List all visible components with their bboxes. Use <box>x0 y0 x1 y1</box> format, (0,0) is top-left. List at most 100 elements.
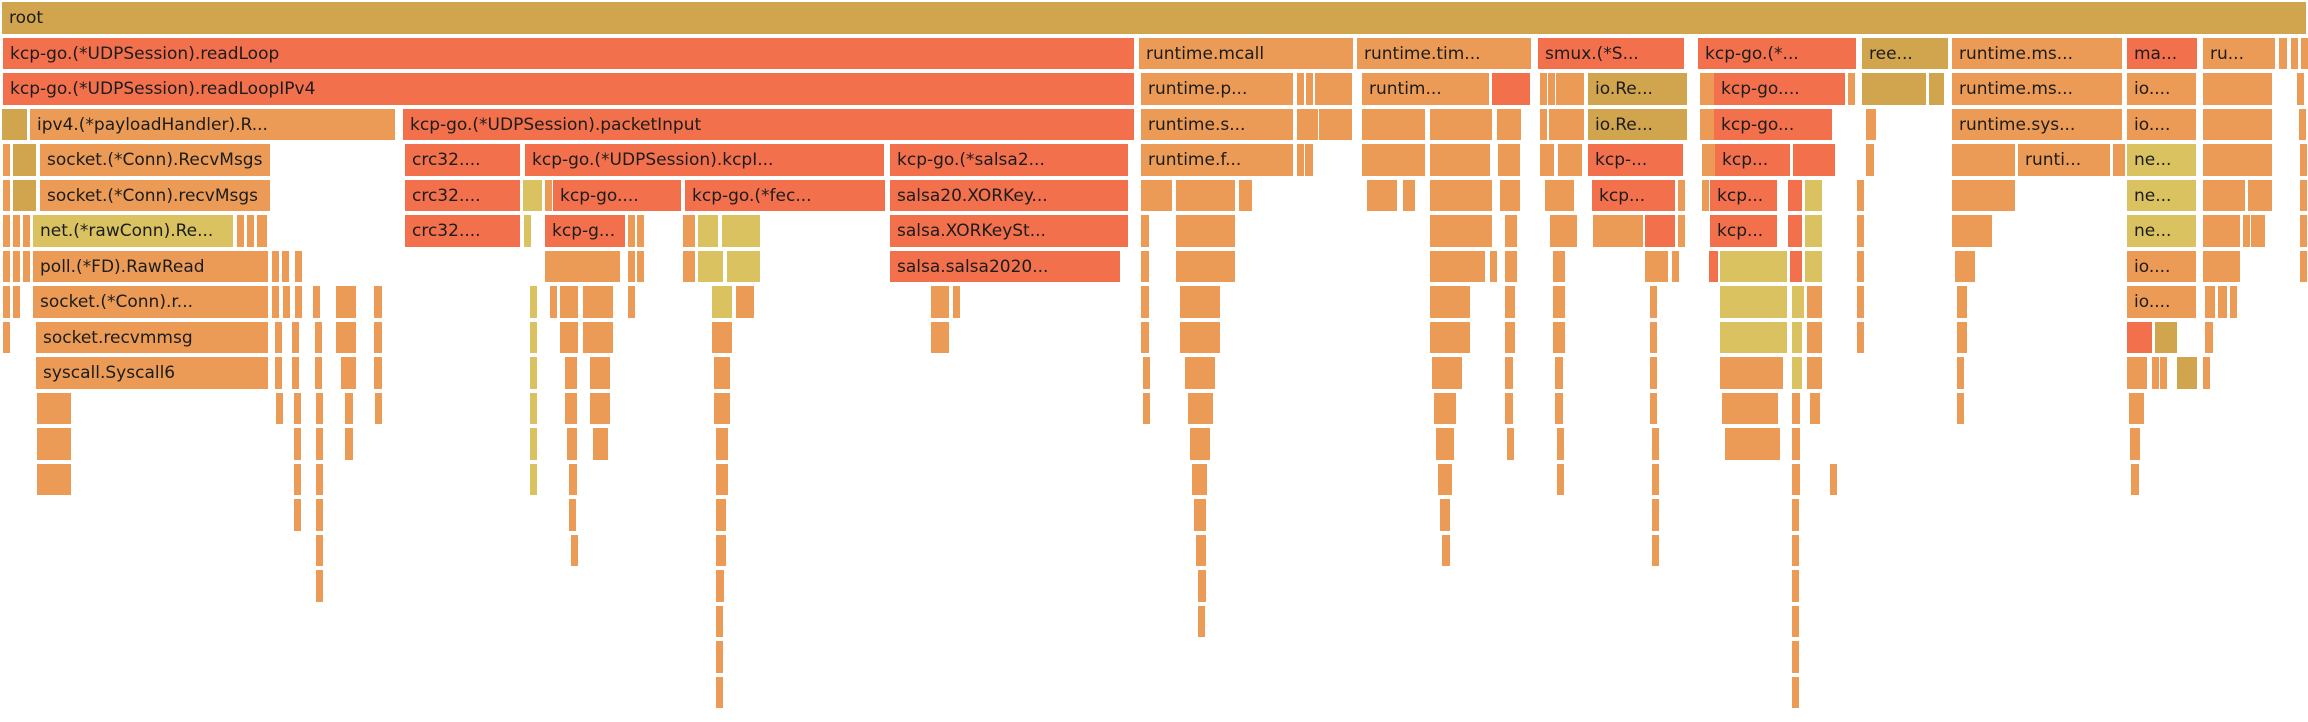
flame-frame-unlabeled[interactable] <box>336 321 356 353</box>
flame-frame-unlabeled[interactable] <box>1180 321 1220 353</box>
flame-frame-unlabeled[interactable] <box>1498 144 1520 176</box>
flame-frame-unlabeled[interactable] <box>3 144 10 176</box>
flame-frame-unlabeled[interactable] <box>1306 73 1313 105</box>
flame-frame-unlabeled[interactable] <box>1788 179 1802 211</box>
flame-frame-unlabeled[interactable] <box>1555 357 1563 389</box>
flame-frame-unlabeled[interactable] <box>336 286 356 318</box>
flame-frame-unlabeled[interactable] <box>1707 73 1714 105</box>
flame-frame-unlabeled[interactable] <box>931 286 949 318</box>
flame-frame-unlabeled[interactable] <box>550 286 557 318</box>
flame-frame-unlabeled[interactable] <box>1792 570 1799 602</box>
flame-frame-unlabeled[interactable] <box>565 392 577 424</box>
flame-frame-unlabeled[interactable] <box>716 570 724 602</box>
flame-frame[interactable]: salsa.XORKeySt... <box>890 215 1128 247</box>
flame-frame-unlabeled[interactable] <box>2300 215 2307 247</box>
flame-frame-unlabeled[interactable] <box>1552 179 1574 211</box>
flame-frame-unlabeled[interactable] <box>583 286 613 318</box>
flame-frame[interactable]: runti... <box>2018 144 2110 176</box>
flame-frame-unlabeled[interactable] <box>2230 286 2237 318</box>
flame-frame-unlabeled[interactable] <box>590 357 610 389</box>
flame-frame-unlabeled[interactable] <box>712 321 732 353</box>
flame-frame-unlabeled[interactable] <box>13 250 20 282</box>
flame-frame-unlabeled[interactable] <box>2160 357 2167 389</box>
flame-frame-unlabeled[interactable] <box>1558 144 1582 176</box>
flame-frame-unlabeled[interactable] <box>13 144 36 176</box>
flame-frame-unlabeled[interactable] <box>683 250 695 282</box>
flame-frame-unlabeled[interactable] <box>565 357 577 389</box>
flame-frame[interactable]: salsa.salsa2020... <box>890 250 1120 282</box>
flame-frame-unlabeled[interactable] <box>1141 321 1149 353</box>
flame-frame[interactable]: crc32.... <box>405 179 520 211</box>
flame-frame-unlabeled[interactable] <box>1792 676 1799 708</box>
flame-frame-unlabeled[interactable] <box>2131 463 2139 495</box>
flame-frame-unlabeled[interactable] <box>237 215 244 247</box>
flame-frame-unlabeled[interactable] <box>1550 215 1577 247</box>
flame-frame[interactable]: kcp-go.(*UDPSession).readLoopIPv4 <box>3 73 1134 105</box>
flame-frame-unlabeled[interactable] <box>1546 144 1554 176</box>
flame-frame-unlabeled[interactable] <box>698 215 718 247</box>
flame-frame[interactable]: io.... <box>2127 250 2196 282</box>
flame-frame-unlabeled[interactable] <box>1297 144 1304 176</box>
flame-frame-unlabeled[interactable] <box>316 499 323 531</box>
flame-frame-unlabeled[interactable] <box>736 286 754 318</box>
flame-frame-unlabeled[interactable] <box>1929 73 1944 105</box>
flame-frame-unlabeled[interactable] <box>1507 428 1514 460</box>
flame-frame-unlabeled[interactable] <box>1540 73 1547 105</box>
flame-frame-unlabeled[interactable] <box>2300 144 2307 176</box>
flame-frame-unlabeled[interactable] <box>698 250 723 282</box>
flame-frame-unlabeled[interactable] <box>1952 144 2015 176</box>
flame-frame-unlabeled[interactable] <box>1315 73 1352 105</box>
flame-frame-unlabeled[interactable] <box>1549 108 1556 140</box>
flame-frame-unlabeled[interactable] <box>2203 250 2240 282</box>
flame-frame-unlabeled[interactable] <box>37 428 71 460</box>
flame-frame-unlabeled[interactable] <box>716 428 728 460</box>
flame-frame-unlabeled[interactable] <box>2279 37 2287 69</box>
flame-frame-unlabeled[interactable] <box>1556 108 1584 140</box>
flame-frame-unlabeled[interactable] <box>257 215 267 247</box>
flame-frame-unlabeled[interactable] <box>1143 392 1150 424</box>
flame-frame-unlabeled[interactable] <box>13 215 20 247</box>
flame-frame-unlabeled[interactable] <box>1194 499 1206 531</box>
flame-frame[interactable]: socket.(*Conn).r... <box>33 286 268 318</box>
flame-frame-unlabeled[interactable] <box>931 321 949 353</box>
flame-frame-unlabeled[interactable] <box>1792 463 1800 495</box>
flame-frame-unlabeled[interactable] <box>571 534 578 566</box>
flame-frame-unlabeled[interactable] <box>1367 179 1397 211</box>
flame-frame-unlabeled[interactable] <box>2203 144 2272 176</box>
flame-frame-unlabeled[interactable] <box>1593 215 1643 247</box>
flame-frame-unlabeled[interactable] <box>13 286 20 318</box>
flame-frame-unlabeled[interactable] <box>530 392 537 424</box>
flame-frame-unlabeled[interactable] <box>583 321 613 353</box>
flame-frame-unlabeled[interactable] <box>247 215 254 247</box>
flame-frame[interactable]: kcp-go.... <box>553 179 681 211</box>
flame-frame-unlabeled[interactable] <box>1700 73 1707 105</box>
flame-frame-unlabeled[interactable] <box>1678 215 1685 247</box>
flame-frame-unlabeled[interactable] <box>1955 250 1975 282</box>
flame-frame-unlabeled[interactable] <box>294 463 301 495</box>
flame-frame-unlabeled[interactable] <box>2 108 27 140</box>
flame-frame-unlabeled[interactable] <box>313 286 320 318</box>
flame-frame-unlabeled[interactable] <box>2127 321 2152 353</box>
flame-frame-unlabeled[interactable] <box>1143 357 1150 389</box>
flame-frame[interactable]: io.... <box>2127 108 2196 140</box>
flame-frame-unlabeled[interactable] <box>1830 463 1837 495</box>
flame-frame[interactable]: ne... <box>2127 179 2196 211</box>
flame-frame-unlabeled[interactable] <box>1805 215 1822 247</box>
flame-frame-unlabeled[interactable] <box>1548 73 1555 105</box>
flame-frame-unlabeled[interactable] <box>1176 250 1235 282</box>
flame-frame-unlabeled[interactable] <box>1650 321 1657 353</box>
flame-frame-unlabeled[interactable] <box>714 392 730 424</box>
flame-frame-unlabeled[interactable] <box>2203 73 2272 105</box>
flame-frame-unlabeled[interactable] <box>1722 392 1778 424</box>
flame-frame-unlabeled[interactable] <box>2258 215 2265 247</box>
flame-frame-unlabeled[interactable] <box>2203 357 2210 389</box>
flame-frame-unlabeled[interactable] <box>1505 250 1517 282</box>
flame-frame-unlabeled[interactable] <box>1490 250 1497 282</box>
flame-frame[interactable]: runtime.sys... <box>1952 108 2122 140</box>
flame-frame-unlabeled[interactable] <box>1505 392 1513 424</box>
flame-frame-unlabeled[interactable] <box>1793 144 1835 176</box>
flame-frame-unlabeled[interactable] <box>1807 286 1822 318</box>
flame-frame-unlabeled[interactable] <box>345 392 353 424</box>
flame-frame[interactable]: socket.(*Conn).recvMsgs <box>40 179 270 211</box>
flame-frame-unlabeled[interactable] <box>1720 250 1787 282</box>
